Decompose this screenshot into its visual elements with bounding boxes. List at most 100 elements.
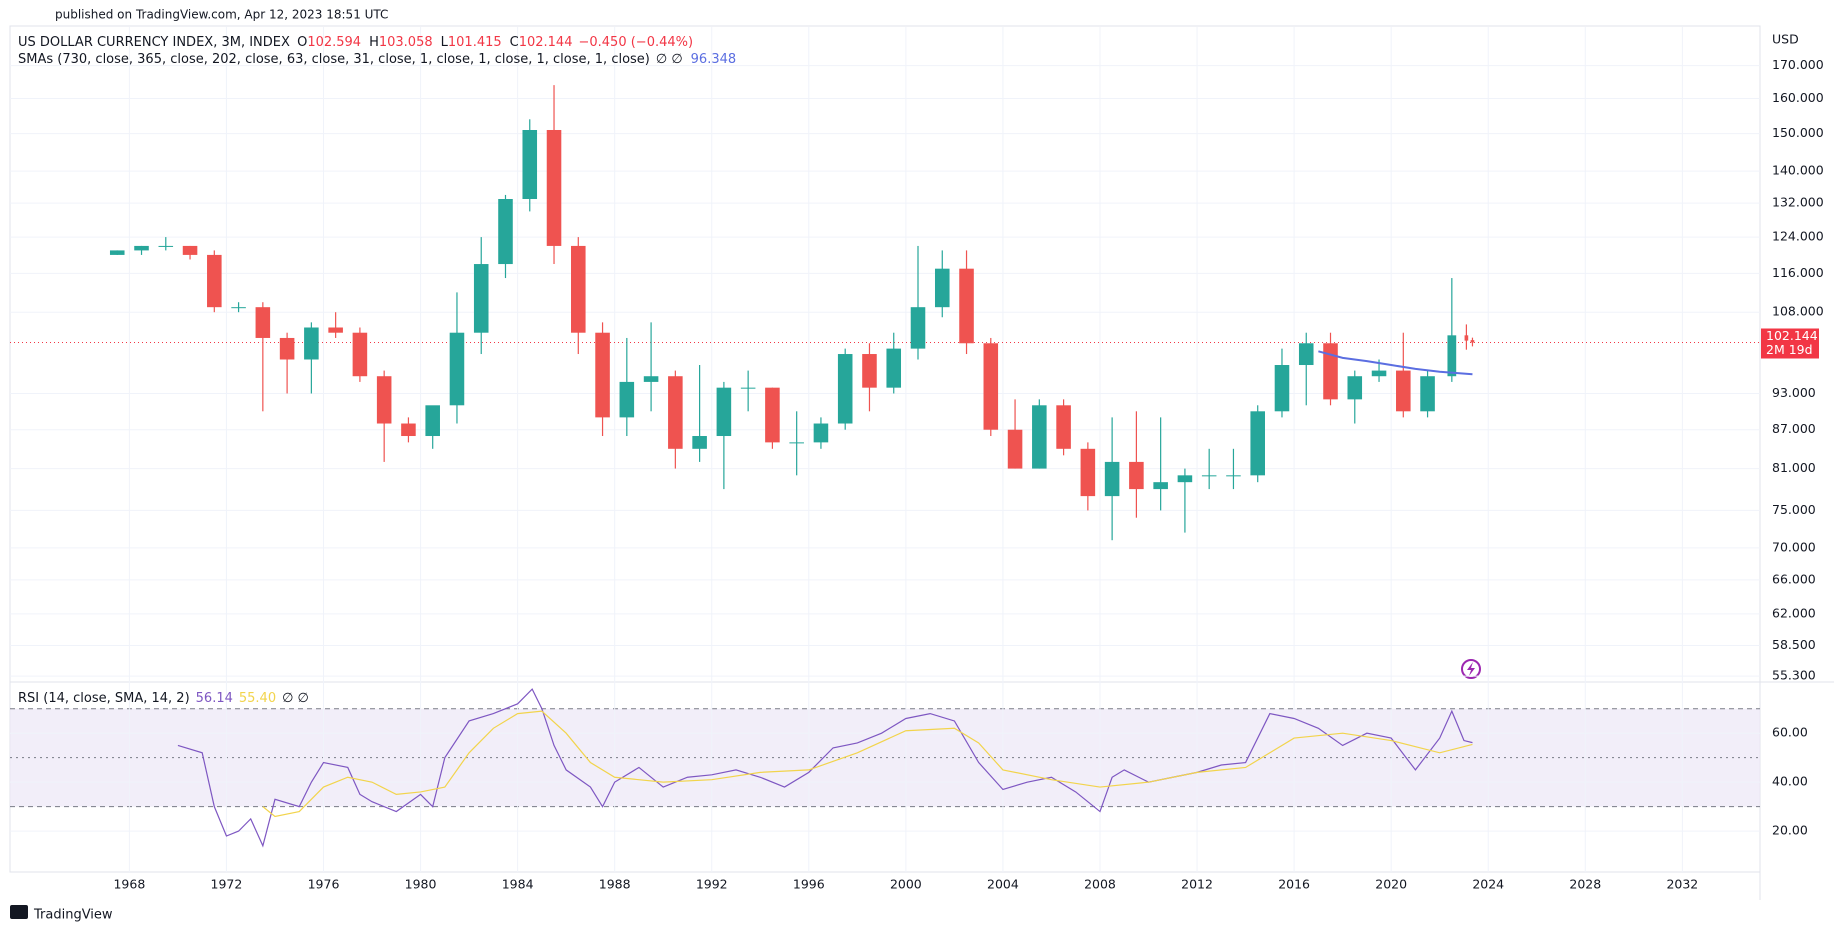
icon-bolt[interactable]	[1467, 662, 1475, 676]
y-tick-label: 150.000	[1772, 125, 1824, 140]
y-tick-label: 170.000	[1772, 57, 1824, 72]
indicator-flags: ∅ ∅	[656, 52, 683, 67]
candle-body	[1104, 461, 1120, 497]
candle-body	[692, 436, 707, 449]
candle-body	[1371, 370, 1387, 377]
ohlc-value: 102.144	[519, 35, 573, 50]
candle-body	[158, 245, 174, 247]
candle-body	[668, 376, 683, 449]
x-tick-label: 1988	[599, 877, 631, 892]
candle-body	[1420, 376, 1435, 412]
icon-circle[interactable]	[1461, 659, 1481, 679]
ohlc-label: H	[369, 35, 379, 50]
candle-body	[886, 348, 902, 388]
candle-body	[498, 198, 513, 265]
change-value: −0.450 (−0.44%)	[578, 35, 693, 50]
rsi-line	[262, 710, 1473, 818]
rsi-name: RSI (14, close, SMA, 14, 2)	[18, 691, 190, 706]
candle-body	[813, 423, 829, 443]
candle-body	[425, 405, 440, 437]
candle-body	[1298, 343, 1314, 366]
candle-body	[1250, 411, 1265, 476]
x-tick-label: 2028	[1569, 877, 1601, 892]
indicator-legend: SMAs (730, close, 365, close, 202, close…	[18, 52, 736, 67]
x-tick-label: 1980	[405, 877, 437, 892]
candle-body	[789, 442, 804, 444]
ohlc-value: 102.594	[307, 35, 361, 50]
y-tick-label: 20.00	[1772, 823, 1808, 838]
candle-body	[1032, 405, 1047, 469]
candle-body	[910, 307, 926, 349]
candle-body	[1323, 343, 1338, 400]
x-tick-label: 1996	[793, 877, 825, 892]
y-tick-label: 124.000	[1772, 229, 1824, 244]
candle-body	[255, 307, 271, 338]
x-tick-label: 2008	[1084, 877, 1116, 892]
candle-body	[643, 376, 659, 382]
ohlc-label: O	[297, 35, 307, 50]
x-tick-label: 2012	[1181, 877, 1213, 892]
x-tick-label: 1992	[696, 877, 728, 892]
y-tick-label: 87.000	[1772, 421, 1816, 436]
rsi-line	[177, 688, 1473, 848]
candle-body	[1447, 335, 1457, 377]
candle-body	[231, 307, 246, 309]
x-tick-label: 1984	[502, 877, 534, 892]
candle-body	[207, 254, 222, 308]
candle-body	[376, 376, 392, 424]
candle-body	[1129, 461, 1144, 490]
candle-body	[983, 343, 999, 430]
rsi-value: 56.14	[196, 691, 233, 706]
rsi-legend: RSI (14, close, SMA, 14, 2) 56.14 55.40 ∅ ∅	[18, 691, 309, 706]
candle-body	[595, 332, 610, 418]
candle-body	[716, 387, 732, 437]
candle-body	[134, 245, 149, 251]
candle-body	[740, 387, 756, 389]
x-tick-label: 2020	[1375, 877, 1407, 892]
indicator-value: 96.348	[691, 52, 737, 67]
y-tick-label: 60.00	[1772, 725, 1808, 740]
candle-body	[1470, 340, 1475, 343]
candle-body	[1226, 475, 1241, 477]
rsi-band	[10, 708, 1760, 807]
lightning-icon[interactable]	[1461, 659, 1481, 679]
rsi-value: 55.40	[239, 691, 276, 706]
x-tick-label: 2004	[987, 877, 1019, 892]
x-tick-label: 2000	[890, 877, 922, 892]
x-tick-label: 1972	[211, 877, 243, 892]
candle-body	[1007, 429, 1023, 469]
candle-body	[522, 129, 538, 199]
candle-body	[862, 354, 877, 388]
y-tick-label: 66.000	[1772, 571, 1816, 586]
price-tag	[1761, 328, 1819, 359]
y-tick-label: 55.300	[1772, 668, 1816, 683]
candle-body	[109, 250, 125, 255]
currency-label: USD	[1772, 32, 1799, 47]
candle-body	[1056, 405, 1071, 449]
published-note: published on TradingView.com, Apr 12, 20…	[55, 8, 388, 22]
candle-body	[619, 381, 635, 418]
candle-body	[546, 129, 562, 246]
candle-body	[1080, 448, 1096, 497]
y-tick-label: 75.000	[1772, 502, 1816, 517]
y-tick-label: 62.000	[1772, 605, 1816, 620]
candle-body	[837, 354, 853, 424]
candle-body	[304, 327, 319, 360]
candle-body	[1464, 335, 1469, 341]
candle-body	[765, 387, 780, 443]
price-tag-value: 102.144	[1766, 328, 1818, 343]
candle-body	[182, 245, 198, 255]
candle-body	[352, 332, 368, 377]
ohlc-value: 103.058	[379, 35, 433, 50]
indicator-name: SMAs (730, close, 365, close, 202, close…	[18, 52, 650, 67]
candle-body	[1153, 482, 1168, 490]
candle-body	[279, 337, 295, 360]
y-tick-label: 108.000	[1772, 304, 1824, 319]
y-tick-label: 116.000	[1772, 265, 1824, 280]
x-tick-label: 1976	[308, 877, 340, 892]
candle-body	[1177, 475, 1193, 483]
footer-brand: TradingView	[33, 908, 113, 923]
candle-body	[959, 268, 974, 344]
